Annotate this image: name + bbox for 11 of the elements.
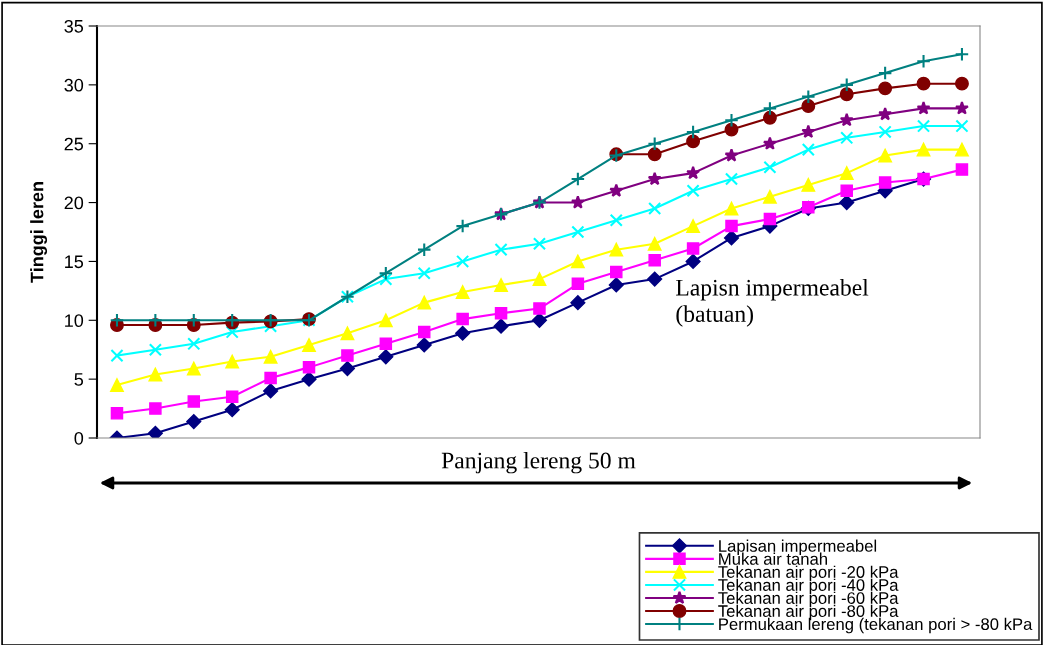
x-axis-title: Panjang lereng 50 m — [441, 451, 636, 474]
y-tick-label: 25 — [64, 137, 84, 151]
y-tick-label: 20 — [64, 196, 84, 210]
y-tick-label: 10 — [65, 314, 84, 328]
y-axis-title: Tinggi leren — [30, 182, 48, 283]
annotation: Lapisn impermeabel (batuan) — [676, 279, 869, 327]
y-tick-label: 35 — [64, 19, 84, 33]
y-tick-label: 5 — [74, 373, 84, 386]
y-tick-label: 0 — [74, 431, 84, 445]
y-tick-label: 30 — [64, 78, 84, 92]
y-tick-label: 15 — [65, 255, 84, 269]
